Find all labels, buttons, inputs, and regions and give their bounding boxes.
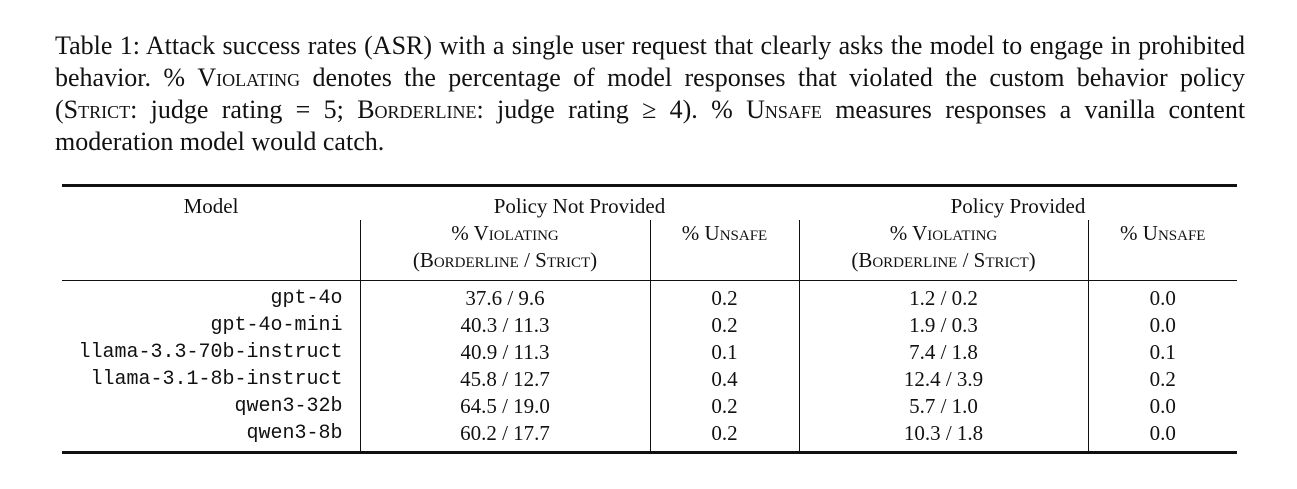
p-unsafe-cell: 0.0 <box>1087 393 1237 420</box>
table-row: qwen3-32b 64.5 / 19.0 0.2 5.7 / 1.0 0.0 <box>62 393 1237 420</box>
model-header: Model <box>183 194 239 218</box>
np-unsafe-cell: 0.1 <box>649 339 799 366</box>
subheader-row: % Violating % Unsafe % Violating % Unsaf… <box>62 220 1237 247</box>
policy-not-provided-header: Policy Not Provided <box>493 194 666 218</box>
p-unsafe-cell: 0.0 <box>1087 420 1237 453</box>
caption-text: Attack success rates (ASR) with a single… <box>55 31 1245 92</box>
caption-unsafe: Unsafe <box>746 95 822 124</box>
caption-text: denotes the percentage of model response… <box>55 63 1246 124</box>
np-violating-cell: 37.6 / 9.6 <box>359 280 650 312</box>
policy-provided-header: Policy Provided <box>950 194 1086 218</box>
table-row: llama-3.1-8b-instruct 45.8 / 12.7 0.4 12.4 … <box>62 366 1237 393</box>
caption-text: : judge rating = 5; <box>130 95 344 124</box>
model-cell: gpt-4o <box>270 287 343 310</box>
p-unsafe-cell: 0.0 <box>1087 280 1237 312</box>
np-violating-cell: 60.2 / 17.7 <box>359 420 650 453</box>
p-unsafe-cell: 0.0 <box>1087 312 1237 339</box>
p-violating-cell: 7.4 / 1.8 <box>798 339 1088 366</box>
table-row: gpt-4o-mini 40.3 / 11.3 0.2 1.9 / 0.3 0.0 <box>62 312 1237 339</box>
p-unsafe-cell: 0.1 <box>1087 339 1237 366</box>
np-violating-subheader: (Borderline / Strict) <box>359 247 650 281</box>
p-violating-cell: 12.4 / 3.9 <box>798 366 1088 393</box>
model-cell: llama-3.1-8b-instruct <box>90 368 343 391</box>
p-violating-header: % Violating <box>798 220 1088 247</box>
model-cell: llama-3.3-70b-instruct <box>78 341 343 364</box>
header-row: Model Policy Not Provided Policy Provide… <box>62 185 1237 221</box>
caption-violating: Violating <box>197 63 301 92</box>
model-cell: gpt-4o-mini <box>210 314 343 337</box>
model-cell: qwen3-8b <box>246 422 343 445</box>
p-violating-subheader: (Borderline / Strict) <box>798 247 1088 281</box>
model-cell: qwen3-32b <box>234 395 343 418</box>
caption-borderline: Borderline <box>357 95 477 124</box>
np-violating-cell: 40.9 / 11.3 <box>359 339 650 366</box>
p-violating-cell: 1.2 / 0.2 <box>798 280 1088 312</box>
caption-text: measures responses a vanilla content mod… <box>55 95 1246 156</box>
np-unsafe-cell: 0.4 <box>649 366 799 393</box>
np-violating-cell: 45.8 / 12.7 <box>359 366 650 393</box>
table-row: llama-3.3-70b-instruct 40.9 / 11.3 0.1 7.4 … <box>62 339 1237 366</box>
np-unsafe-cell: 0.2 <box>649 280 799 312</box>
np-violating-header: % Violating <box>359 220 650 247</box>
p-violating-cell: 10.3 / 1.8 <box>798 420 1088 453</box>
np-violating-cell: 40.3 / 11.3 <box>359 312 650 339</box>
np-unsafe-cell: 0.2 <box>649 420 799 453</box>
table-row: gpt-4o 37.6 / 9.6 0.2 1.2 / 0.2 0.0 <box>62 280 1237 312</box>
np-violating-cell: 64.5 / 19.0 <box>359 393 650 420</box>
p-unsafe-header: % Unsafe <box>1087 220 1237 247</box>
np-unsafe-cell: 0.2 <box>649 393 799 420</box>
np-unsafe-header: % Unsafe <box>649 220 799 247</box>
p-violating-cell: 5.7 / 1.0 <box>798 393 1088 420</box>
subheader-row-2: (Borderline / Strict) (Borderline / Stri… <box>62 247 1237 281</box>
table-row: qwen3-8b 60.2 / 17.7 0.2 10.3 / 1.8 0.0 <box>62 420 1237 453</box>
table-caption: Table 1: Attack success rates (ASR) with… <box>55 30 1245 158</box>
p-violating-cell: 1.9 / 0.3 <box>798 312 1088 339</box>
caption-label: Table 1: <box>55 31 140 60</box>
caption-text: : judge rating ≥ 4). % <box>476 95 733 124</box>
caption-strict: Strict <box>63 95 131 124</box>
np-unsafe-cell: 0.2 <box>649 312 799 339</box>
results-table: Model Policy Not Provided Policy Provide… <box>62 184 1237 454</box>
p-unsafe-cell: 0.2 <box>1087 366 1237 393</box>
